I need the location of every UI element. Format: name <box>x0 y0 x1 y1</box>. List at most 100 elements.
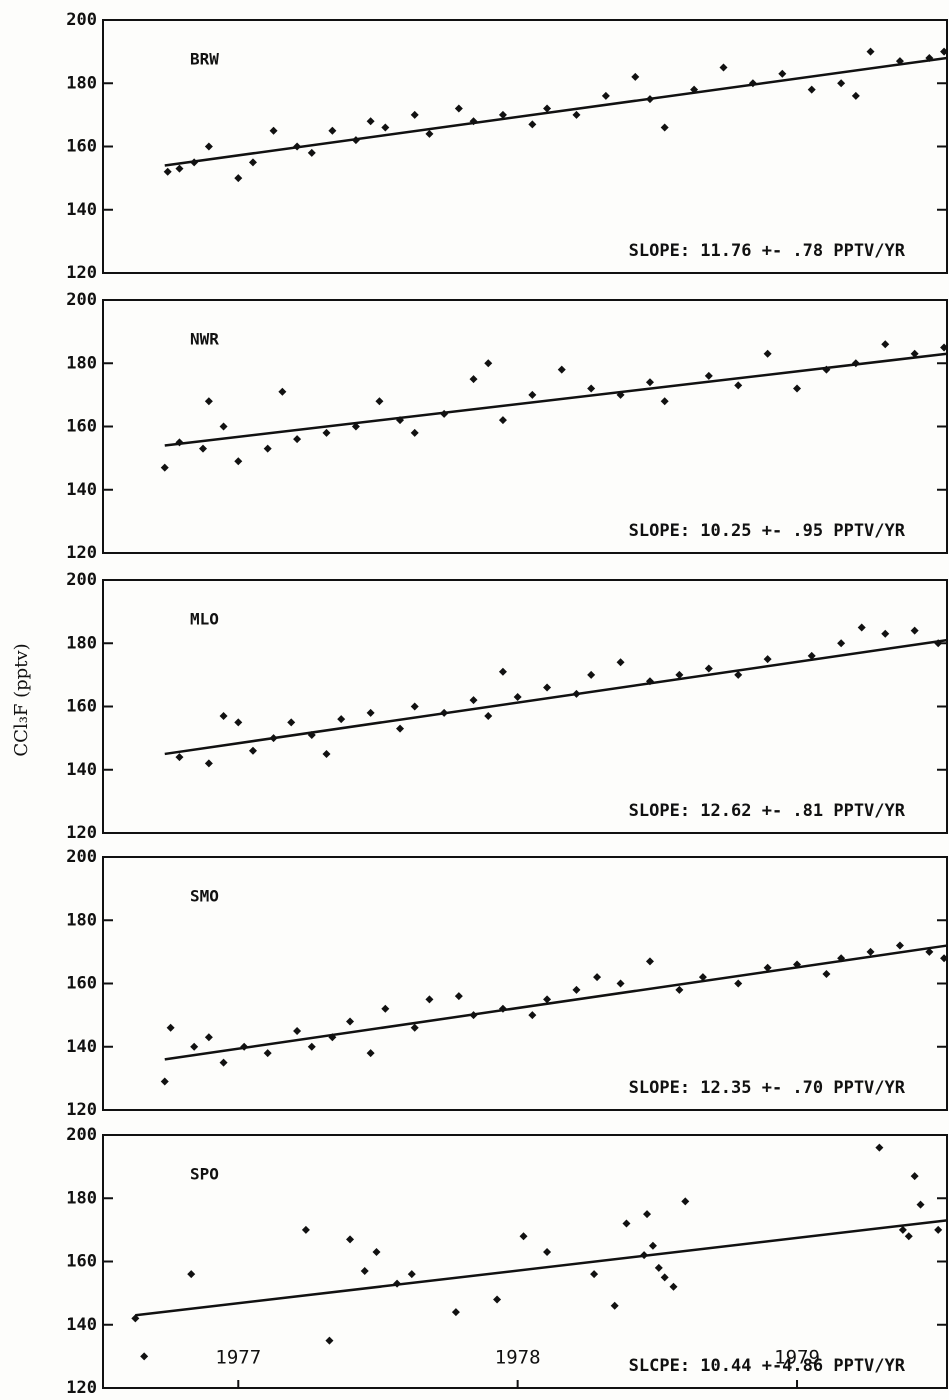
data-point <box>719 63 728 72</box>
y-tick-label: 160 <box>66 974 97 994</box>
x-tick-label: 1979 <box>774 1347 820 1369</box>
data-point <box>175 164 184 173</box>
data-point <box>837 79 846 88</box>
trend-line <box>164 944 948 1061</box>
x-tick-label: 1978 <box>495 1347 541 1369</box>
data-point <box>645 95 654 104</box>
y-tick-label: 160 <box>66 1252 97 1272</box>
data-point <box>322 428 331 437</box>
data-point <box>940 343 949 352</box>
data-point <box>498 667 507 676</box>
data-point <box>734 381 743 390</box>
data-point <box>219 1058 228 1067</box>
plot-frame <box>102 579 948 834</box>
y-tick-label: 140 <box>66 480 97 500</box>
data-point <box>610 1301 619 1310</box>
data-point <box>643 1210 652 1219</box>
data-point <box>763 349 772 358</box>
data-point <box>675 985 684 994</box>
plot-frame <box>102 19 948 274</box>
slope-annotation: SLOPE: 12.35 +- .70 PPTV/YR <box>629 1078 906 1098</box>
data-point <box>895 57 904 66</box>
data-point <box>660 123 669 132</box>
data-point <box>543 995 552 1004</box>
data-point <box>325 1336 334 1345</box>
data-point <box>219 711 228 720</box>
data-point <box>263 444 272 453</box>
data-point <box>278 387 287 396</box>
data-point <box>175 753 184 762</box>
y-tick-label: 180 <box>66 73 97 93</box>
data-point <box>204 1033 213 1042</box>
data-point <box>410 110 419 119</box>
data-point <box>381 123 390 132</box>
data-point <box>940 47 949 56</box>
y-tick-label: 180 <box>66 633 97 653</box>
data-point <box>660 1273 669 1282</box>
data-point <box>940 954 949 963</box>
data-point <box>396 724 405 733</box>
data-point <box>645 677 654 686</box>
data-point <box>763 963 772 972</box>
data-point <box>240 1042 249 1051</box>
data-point <box>301 1225 310 1234</box>
data-point <box>425 995 434 1004</box>
data-point <box>778 69 787 78</box>
station-label: SPO <box>190 1165 219 1184</box>
data-point <box>519 1232 528 1241</box>
y-tick-label: 140 <box>66 1315 97 1335</box>
data-point <box>654 1263 663 1272</box>
data-point <box>381 1004 390 1013</box>
data-point <box>881 629 890 638</box>
data-point <box>881 340 890 349</box>
data-point <box>234 174 243 183</box>
data-point <box>366 708 375 717</box>
data-point <box>407 1270 416 1279</box>
y-tick-label: 120 <box>66 1378 97 1398</box>
data-point <box>528 120 537 129</box>
data-point <box>372 1248 381 1257</box>
data-point <box>616 979 625 988</box>
data-point <box>469 1011 478 1020</box>
data-point <box>895 941 904 950</box>
data-point <box>622 1219 631 1228</box>
plot-frame <box>102 856 948 1111</box>
data-point <box>807 651 816 660</box>
y-tick-label: 160 <box>66 697 97 717</box>
data-point <box>857 623 866 632</box>
data-point <box>645 378 654 387</box>
data-point <box>469 117 478 126</box>
data-point <box>748 79 757 88</box>
slope-annotation: SLOPE: 11.76 +- .78 PPTV/YR <box>629 241 906 261</box>
data-point <box>910 1172 919 1181</box>
data-point <box>393 1279 402 1288</box>
y-tick-label: 160 <box>66 417 97 437</box>
data-point <box>351 136 360 145</box>
data-point <box>493 1295 502 1304</box>
data-point <box>934 639 943 648</box>
data-point <box>190 1042 199 1051</box>
data-point <box>916 1200 925 1209</box>
data-point <box>307 148 316 157</box>
data-point <box>204 759 213 768</box>
data-point <box>704 664 713 673</box>
station-label: SMO <box>190 887 219 906</box>
y-tick-label: 200 <box>66 570 97 590</box>
data-point <box>681 1197 690 1206</box>
data-point <box>557 365 566 374</box>
y-tick-label: 180 <box>66 1188 97 1208</box>
data-point <box>166 1023 175 1032</box>
data-point <box>593 973 602 982</box>
data-point <box>375 397 384 406</box>
data-point <box>269 734 278 743</box>
data-point <box>484 711 493 720</box>
y-tick-label: 140 <box>66 1037 97 1057</box>
data-point <box>328 126 337 135</box>
slope-annotation: SLOPE: 12.62 +- .81 PPTV/YR <box>629 801 906 821</box>
data-point <box>837 954 846 963</box>
y-tick-label: 120 <box>66 263 97 283</box>
data-point <box>307 730 316 739</box>
data-point <box>469 375 478 384</box>
data-point <box>925 53 934 62</box>
